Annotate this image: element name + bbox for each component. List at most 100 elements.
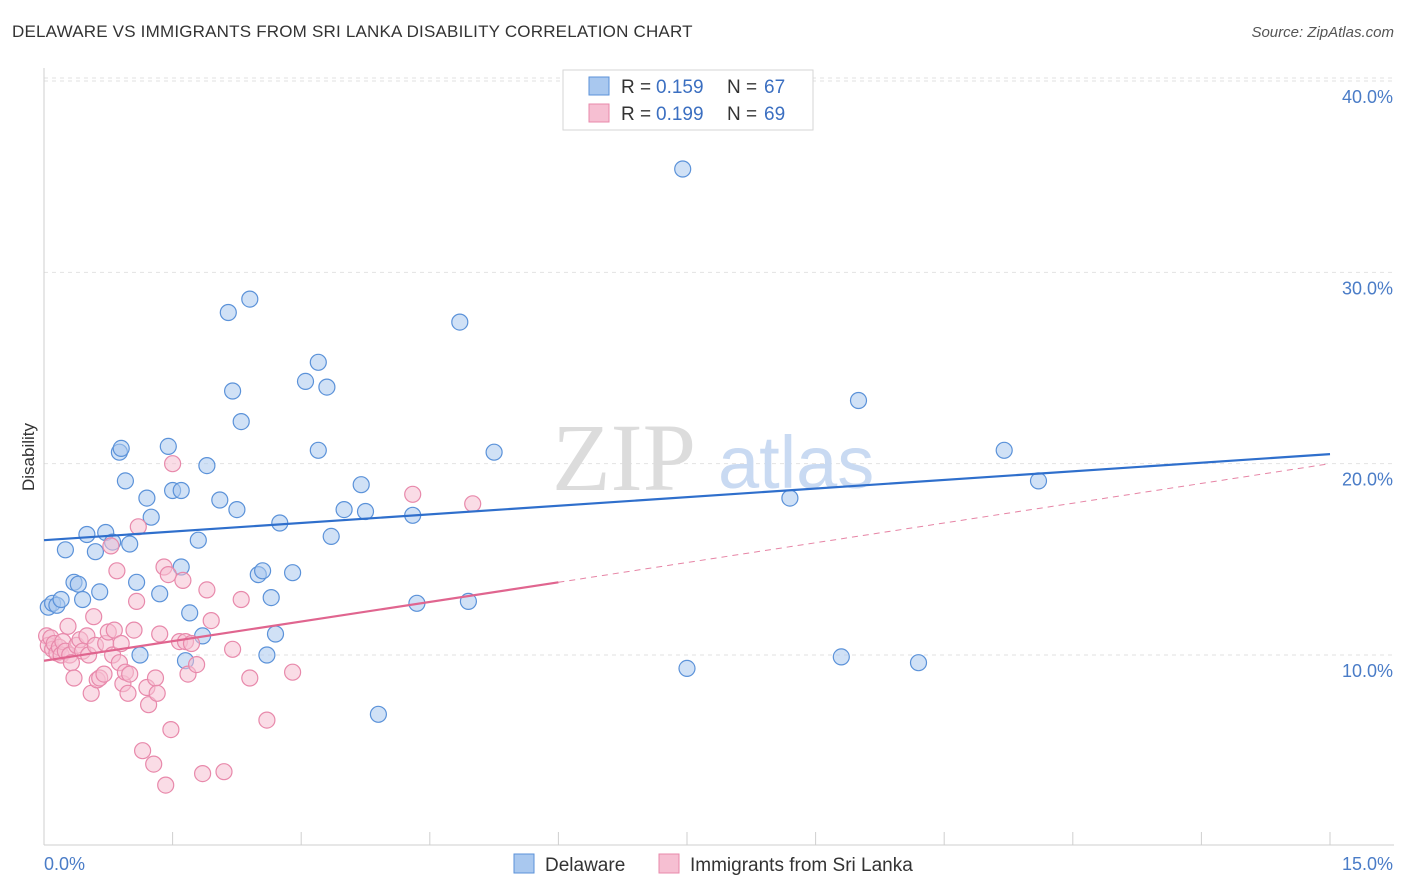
legend-r-value-1: 0.159	[656, 77, 704, 98]
point-delaware-40	[262, 588, 280, 607]
point-srilanka-65	[258, 711, 276, 729]
point-delaware-10	[91, 583, 109, 601]
point-delaware-28	[189, 531, 207, 549]
source-credit: Source: ZipAtlas.com	[1251, 24, 1394, 41]
point-delaware-8	[78, 525, 96, 544]
point-delaware-16	[121, 535, 139, 553]
tick-label-layer: 10.0% 20.0% 30.0% 40.0% 0.0% 15.0%	[44, 87, 1393, 874]
point-delaware-65	[1029, 472, 1048, 490]
point-delaware-38	[254, 562, 272, 580]
watermark-zip: ZIP	[552, 404, 696, 511]
trend-layer	[43, 453, 1331, 662]
y-tick-label-20: 20.0%	[1342, 470, 1393, 490]
point-srilanka-50	[162, 720, 180, 739]
point-delaware-55	[451, 313, 469, 331]
point-delaware-39	[258, 646, 276, 664]
point-delaware-9	[86, 543, 105, 561]
point-srilanka-60	[202, 611, 220, 630]
x-tick-label-max: 15.0%	[1342, 854, 1393, 874]
point-srilanka-29	[105, 621, 123, 639]
point-srilanka-53	[174, 571, 192, 590]
bottom-legend-swatch-delaware	[513, 853, 535, 874]
point-delaware-18	[131, 646, 149, 664]
point-delaware-61	[832, 648, 850, 666]
point-delaware-48	[322, 527, 340, 546]
point-srilanka-13	[65, 669, 83, 687]
point-srilanka-40	[134, 742, 152, 760]
point-srilanka-30	[108, 562, 126, 580]
point-delaware-21	[151, 585, 169, 603]
legend-r-label-2: R =	[621, 104, 651, 125]
point-delaware-62	[849, 391, 868, 410]
point-srilanka-27	[102, 537, 120, 555]
legend-n-label-2: N =	[727, 104, 757, 125]
y-axis-title: Disability	[19, 422, 38, 491]
point-delaware-33	[224, 382, 242, 400]
point-delaware-35	[232, 413, 250, 431]
trendline-srilanka	[43, 581, 559, 662]
watermark-atlas: atlas	[718, 421, 874, 504]
trendline-delaware	[43, 453, 1331, 542]
point-delaware-32	[219, 303, 237, 322]
point-delaware-34	[228, 501, 246, 519]
point-delaware-47	[318, 378, 336, 396]
point-srilanka-37	[125, 621, 143, 639]
point-srilanka-10	[59, 617, 77, 635]
point-delaware-7	[73, 590, 92, 609]
point-delaware-27	[181, 604, 199, 622]
point-delaware-63	[909, 654, 928, 672]
point-delaware-58	[674, 160, 692, 178]
point-srilanka-44	[146, 669, 165, 687]
point-srilanka-48	[157, 776, 175, 794]
point-srilanka-61	[215, 763, 233, 781]
trendline-srilanka-extended	[558, 463, 1331, 583]
point-delaware-22	[159, 437, 177, 455]
point-srilanka-59	[198, 581, 216, 599]
watermark: ZIP atlas	[552, 404, 874, 511]
point-srilanka-66	[284, 663, 302, 681]
point-srilanka-42	[140, 696, 158, 714]
point-srilanka-24	[95, 665, 113, 683]
point-delaware-17	[128, 573, 146, 591]
point-delaware-30	[198, 457, 216, 475]
point-srilanka-20	[85, 608, 103, 626]
point-delaware-44	[296, 372, 315, 390]
point-srilanka-36	[121, 665, 139, 683]
y-tick-label-30: 30.0%	[1342, 278, 1393, 298]
point-delaware-36	[241, 290, 259, 308]
point-delaware-6	[69, 575, 87, 593]
bottom-legend-label-delaware: Delaware	[545, 855, 625, 876]
point-delaware-57	[485, 443, 503, 461]
point-delaware-15	[116, 472, 135, 490]
stats-legend: R = 0.159 N = 67 R = 0.199 N = 69	[562, 69, 814, 131]
point-delaware-60	[781, 489, 799, 507]
point-delaware-25	[172, 481, 190, 500]
point-delaware-52	[369, 705, 387, 723]
y-tick-label-40: 40.0%	[1342, 87, 1393, 107]
point-delaware-49	[335, 501, 353, 519]
legend-swatch-srilanka	[588, 103, 610, 123]
point-delaware-46	[309, 441, 327, 459]
point-delaware-3	[52, 590, 70, 609]
point-srilanka-43	[145, 755, 163, 773]
legend-r-value-2: 0.199	[656, 104, 704, 125]
point-delaware-45	[309, 353, 327, 371]
grid-layer	[44, 77, 1394, 656]
series-legend: Delaware Immigrants from Sri Lanka	[513, 853, 913, 876]
point-delaware-51	[356, 502, 375, 521]
legend-swatch-delaware	[588, 76, 610, 96]
point-delaware-31	[211, 491, 229, 509]
point-srilanka-58	[194, 764, 212, 783]
point-delaware-19	[138, 489, 156, 507]
point-srilanka-46	[151, 625, 169, 643]
point-srilanka-68	[464, 495, 482, 513]
points-layer	[37, 160, 1048, 794]
point-srilanka-45	[148, 684, 166, 702]
point-delaware-41	[266, 625, 285, 643]
axis-layer	[43, 68, 1394, 846]
point-srilanka-63	[232, 590, 250, 609]
point-srilanka-38	[128, 592, 146, 611]
chart-title: DELAWARE VS IMMIGRANTS FROM SRI LANKA DI…	[12, 22, 693, 41]
point-srilanka-67	[404, 485, 422, 503]
point-srilanka-51	[164, 455, 182, 473]
